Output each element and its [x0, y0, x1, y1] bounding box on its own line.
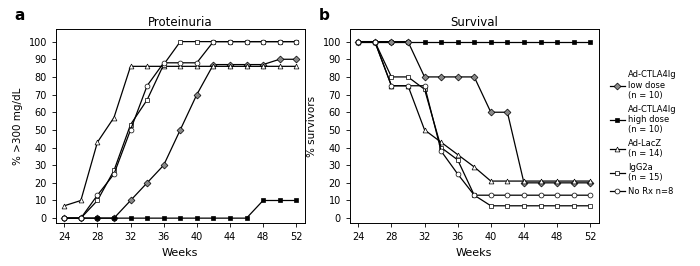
Legend: Ad-CTLA4Ig
low dose
(n = 10), Ad-CTLA4Ig
high dose
(n = 10), Ad-LacZ
(n = 14), I: Ad-CTLA4Ig low dose (n = 10), Ad-CTLA4Ig… [610, 70, 677, 196]
Title: Proteinuria: Proteinuria [148, 16, 213, 29]
Title: Survival: Survival [450, 16, 498, 29]
Y-axis label: % survivors: % survivors [307, 96, 317, 157]
Y-axis label: % >300 mg/dL: % >300 mg/dL [13, 88, 23, 165]
Text: b: b [318, 8, 330, 23]
X-axis label: Weeks: Weeks [456, 248, 492, 258]
X-axis label: Weeks: Weeks [162, 248, 198, 258]
Text: a: a [14, 8, 24, 23]
